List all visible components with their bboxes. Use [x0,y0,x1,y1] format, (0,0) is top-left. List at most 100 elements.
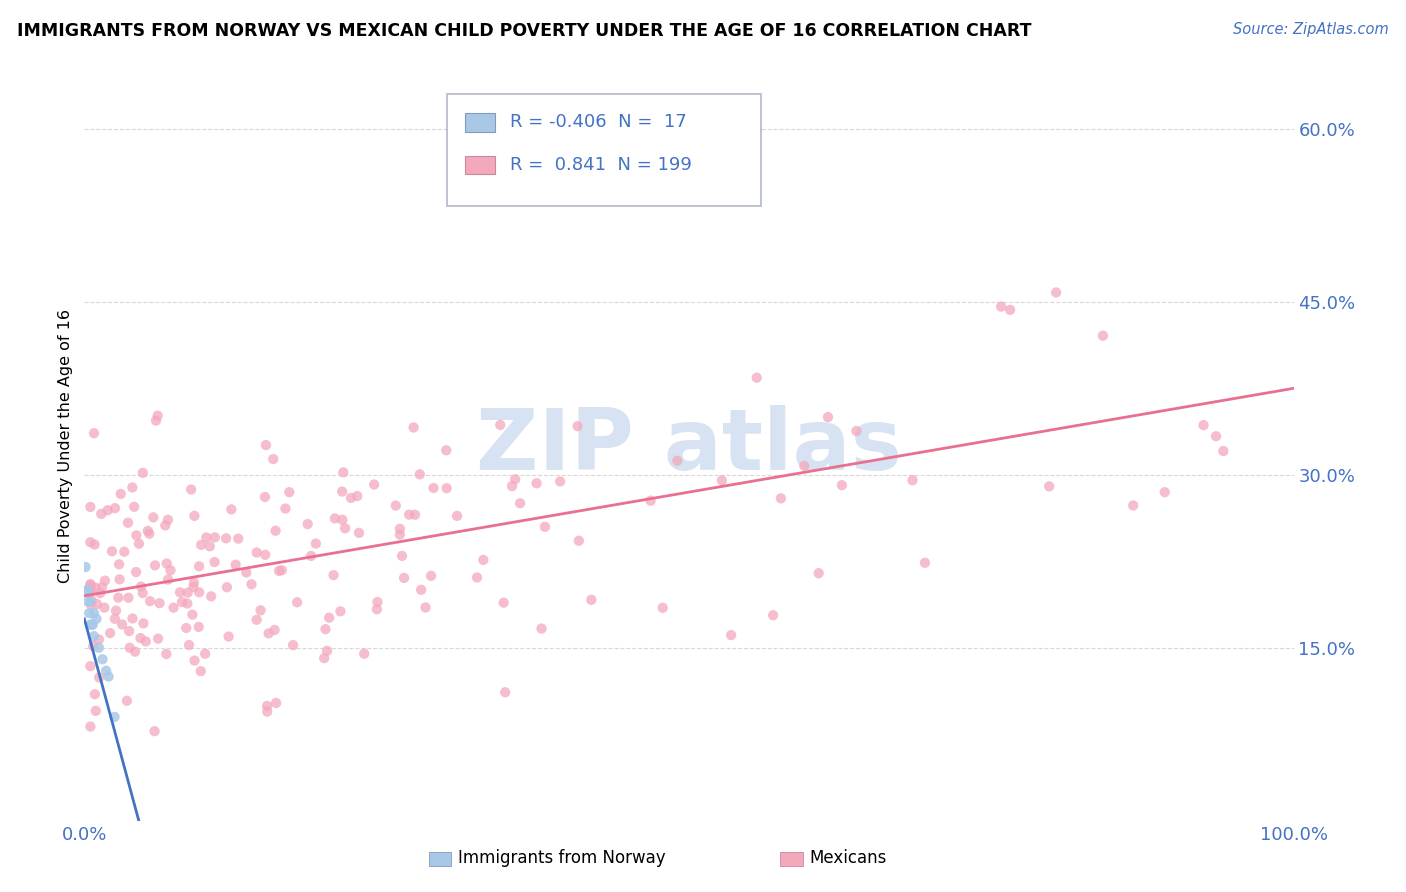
Point [363,477,385,491]
Point [392,571,415,585]
Text: R = -0.406  N =  17: R = -0.406 N = 17 [510,113,686,131]
Point [316,644,339,658]
Point [666,453,689,467]
Point [278,485,301,500]
Point [79,578,101,592]
Point [318,610,340,624]
Point [530,622,553,636]
Point [567,419,589,434]
Point [492,596,515,610]
FancyBboxPatch shape [465,113,495,132]
Point [177,638,200,652]
Point [264,696,287,710]
Point [263,623,285,637]
Point [581,592,603,607]
Point [181,607,204,622]
Point [323,511,346,525]
Point [90,507,112,521]
Point [174,621,197,635]
Point [253,490,276,504]
Point [299,549,322,563]
Point [446,508,468,523]
Point [807,566,830,581]
Point [398,508,420,522]
Point [176,597,198,611]
Point [200,590,222,604]
Text: Immigrants from Norway: Immigrants from Norway [458,849,666,867]
Point [159,563,181,577]
Point [256,698,278,713]
Point [94,664,117,678]
Point [745,370,768,384]
Point [156,557,179,571]
Point [82,617,104,632]
Point [86,597,108,611]
Point [110,487,132,501]
Point [169,585,191,599]
Point [188,559,211,574]
Point [112,545,135,559]
Point [122,500,145,514]
Point [93,600,115,615]
Point [267,564,290,578]
Point [366,595,388,609]
Point [246,613,269,627]
Point [347,525,370,540]
Point [404,508,426,522]
Point [136,524,159,538]
Point [1212,444,1234,458]
Point [353,647,375,661]
Point [246,545,269,559]
Text: Mexicans: Mexicans [810,849,887,867]
Point [77,583,100,598]
Point [131,586,153,600]
Point [97,669,120,683]
Point [79,582,101,596]
Point [83,426,105,441]
Point [218,630,240,644]
Point [314,651,336,665]
Point [170,595,193,609]
Point [125,565,148,579]
Point [132,616,155,631]
Text: Source: ZipAtlas.com: Source: ZipAtlas.com [1233,22,1389,37]
Point [87,632,110,647]
Point [1122,499,1144,513]
Point [79,577,101,591]
Point [117,516,139,530]
Point [87,640,110,655]
Point [366,602,388,616]
Point [84,704,107,718]
Point [769,491,792,506]
Point [101,544,124,558]
Point [195,531,218,545]
Point [83,629,105,643]
Point [79,585,101,599]
Point [176,585,198,599]
Point [194,647,217,661]
Point [817,410,839,425]
Point [129,580,152,594]
Point [710,474,733,488]
Point [409,467,432,482]
Point [79,535,101,549]
Point [115,694,138,708]
Point [411,582,433,597]
Point [162,600,184,615]
Point [340,491,363,505]
FancyBboxPatch shape [447,94,762,206]
Point [124,645,146,659]
Point [436,481,458,495]
Point [82,639,104,653]
Point [108,558,131,572]
Point [640,493,662,508]
Point [117,591,139,605]
Point [111,617,134,632]
Point [77,594,100,608]
Point [80,593,103,607]
Point [155,518,177,533]
Point [388,527,411,541]
Point [297,517,319,532]
Point [240,577,263,591]
Point [489,417,512,432]
